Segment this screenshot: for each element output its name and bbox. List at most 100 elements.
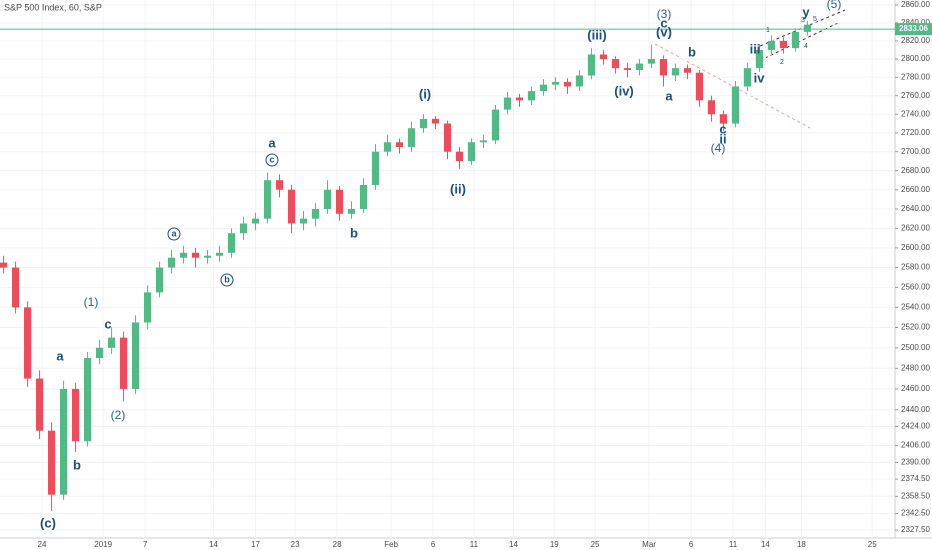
wave-label: a bbox=[268, 135, 276, 150]
wave-label: iii bbox=[750, 41, 761, 56]
candle-body bbox=[791, 31, 800, 49]
candle-body bbox=[359, 184, 368, 209]
candle-body bbox=[455, 151, 464, 162]
candle-body bbox=[95, 347, 104, 359]
candle-body bbox=[515, 97, 524, 101]
candle-body bbox=[167, 257, 176, 268]
candle-body bbox=[407, 128, 416, 147]
y-tick-label: 2480.00 bbox=[901, 363, 930, 372]
y-tick-label: 2358.50 bbox=[901, 491, 930, 500]
y-tick-label: 2640.00 bbox=[901, 204, 930, 213]
y-tick-label: 2720.00 bbox=[901, 128, 930, 137]
wave-label: b bbox=[224, 274, 230, 284]
x-tick-label: Mar bbox=[642, 540, 656, 549]
candle-body bbox=[539, 84, 548, 92]
candle-body bbox=[587, 54, 596, 76]
candle-body bbox=[467, 142, 476, 162]
x-tick-label: 19 bbox=[550, 540, 559, 549]
candle-body bbox=[395, 142, 404, 147]
trend-line bbox=[764, 21, 841, 59]
y-tick-label: 2620.00 bbox=[901, 223, 930, 232]
y-tick-label: 2440.00 bbox=[901, 405, 930, 414]
wave-label: (v) bbox=[656, 24, 672, 39]
wave-label: 1 bbox=[766, 27, 770, 34]
y-tick-label: 2660.00 bbox=[901, 185, 930, 194]
candle-body bbox=[239, 223, 248, 234]
wave-label: ii bbox=[719, 131, 726, 146]
x-tick-label: 11 bbox=[729, 540, 738, 549]
candle-body bbox=[779, 40, 788, 49]
x-tick-label: 2019 bbox=[94, 540, 112, 549]
candle-body bbox=[71, 388, 80, 442]
x-tick-label: 6 bbox=[689, 540, 694, 549]
candle-body bbox=[179, 252, 188, 258]
candle-body bbox=[107, 337, 116, 348]
candle-body bbox=[0, 262, 8, 268]
candle-body bbox=[431, 118, 440, 124]
candle-body bbox=[347, 208, 356, 214]
wave-label: (1) bbox=[84, 295, 99, 309]
candle-body bbox=[719, 114, 728, 124]
wave-label: b bbox=[73, 457, 81, 472]
annotation-circle bbox=[167, 227, 181, 241]
wave-label: c bbox=[660, 15, 667, 30]
y-tick-label: 2680.00 bbox=[901, 166, 930, 175]
y-tick-label: 2820.00 bbox=[901, 36, 930, 45]
wave-label: (ii) bbox=[450, 181, 466, 196]
x-tick-label: 17 bbox=[251, 540, 260, 549]
x-tick-label: 28 bbox=[333, 540, 342, 549]
y-tick-label: 2500.00 bbox=[901, 343, 930, 352]
y-tick-label: 2580.00 bbox=[901, 263, 930, 272]
wave-label: a bbox=[665, 88, 673, 103]
candle-body bbox=[383, 142, 392, 152]
candle-body bbox=[227, 233, 236, 253]
candle-body bbox=[131, 322, 140, 389]
candle-body bbox=[479, 140, 488, 143]
y-tick-label: 2424.00 bbox=[901, 422, 930, 431]
x-tick-label: 14 bbox=[209, 540, 218, 549]
y-tick-label: 2700.00 bbox=[901, 147, 930, 156]
y-tick-label: 2780.00 bbox=[901, 72, 930, 81]
candle-body bbox=[695, 72, 704, 101]
x-tick-label: 25 bbox=[591, 540, 600, 549]
wave-label: a bbox=[56, 348, 64, 363]
x-tick-label: 14 bbox=[509, 540, 518, 549]
wave-label: iv bbox=[754, 70, 766, 85]
wave-label: 3 bbox=[801, 17, 805, 24]
x-tick-label: 24 bbox=[38, 540, 47, 549]
wave-label: 4 bbox=[804, 43, 808, 50]
x-tick-label: 23 bbox=[291, 540, 300, 549]
wave-label: c bbox=[104, 316, 111, 331]
last-price-box bbox=[895, 23, 932, 36]
wave-label: (5) bbox=[827, 0, 842, 11]
x-tick-label: Feb bbox=[384, 540, 398, 549]
y-tick-label: 2406.00 bbox=[901, 441, 930, 450]
candle-body bbox=[611, 59, 620, 69]
wave-label: y bbox=[802, 4, 810, 19]
y-tick-label: 2540.00 bbox=[901, 302, 930, 311]
x-tick-label: 18 bbox=[797, 540, 806, 549]
candle-body bbox=[803, 24, 812, 32]
candle-body bbox=[443, 123, 452, 152]
candle-body bbox=[659, 59, 668, 76]
y-tick-label: 2520.00 bbox=[901, 323, 930, 332]
x-tick-label: 11 bbox=[470, 540, 479, 549]
candle-body bbox=[35, 378, 44, 431]
candle-body bbox=[635, 63, 644, 70]
wave-label: (iii) bbox=[587, 27, 607, 42]
y-tick-label: 2327.50 bbox=[901, 525, 930, 534]
y-tick-label: 2760.00 bbox=[901, 91, 930, 100]
candle-body bbox=[527, 91, 536, 101]
last-price-label: 2833.06 bbox=[899, 24, 928, 33]
wave-label: (i) bbox=[419, 86, 431, 101]
candle-body bbox=[743, 68, 752, 87]
wave-label: (c) bbox=[40, 515, 56, 530]
candle-body bbox=[707, 100, 716, 115]
y-tick-label: 2560.00 bbox=[901, 282, 930, 291]
candle-body bbox=[119, 337, 128, 389]
candle-body bbox=[755, 49, 764, 69]
candle-body bbox=[203, 255, 212, 258]
